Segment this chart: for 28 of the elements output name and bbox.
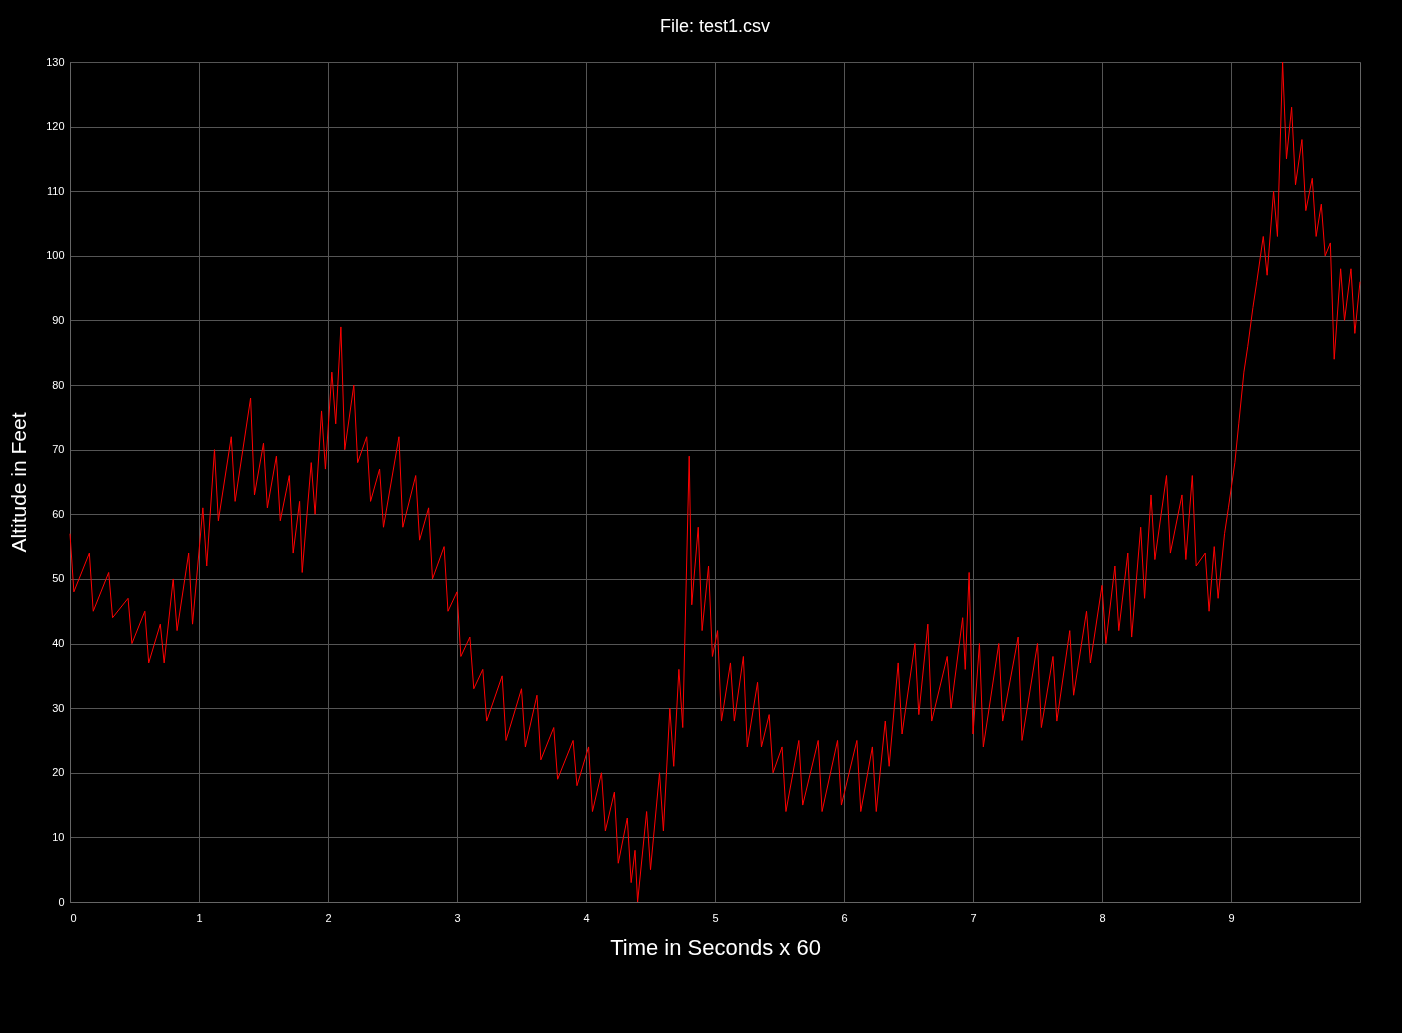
line-series: [69, 61, 1361, 903]
x-tick-label: 3: [454, 911, 461, 924]
y-tick-label: 120: [46, 120, 65, 133]
y-tick-label: 70: [52, 443, 65, 456]
x-tick-label: 9: [1228, 911, 1235, 924]
y-tick-label: 30: [52, 701, 65, 714]
x-tick-label: 5: [712, 911, 719, 924]
x-tick-label: 4: [583, 911, 590, 924]
y-tick-label: 20: [52, 766, 65, 779]
y-tick-label: 90: [52, 313, 65, 326]
y-tick-label: 110: [46, 184, 65, 197]
y-tick-label: 50: [52, 572, 65, 585]
x-tick-label: 0: [70, 911, 77, 924]
x-tick-label: 7: [970, 911, 977, 924]
x-axis-title: Time in Seconds x 60: [610, 934, 821, 960]
y-tick-label: 10: [52, 830, 65, 843]
x-tick-label: 6: [841, 911, 848, 924]
y-tick-label: 60: [52, 507, 65, 520]
y-tick-label: 0: [58, 895, 65, 908]
y-tick-label: 80: [52, 378, 65, 391]
x-tick-label: 1: [196, 911, 203, 924]
y-tick-label: 130: [46, 55, 65, 68]
y-axis-title: Altitude in Feet: [7, 412, 31, 553]
y-tick-label: 100: [46, 249, 65, 262]
chart-title: File: test1.csv: [659, 16, 771, 36]
y-tick-label: 40: [52, 637, 65, 650]
x-tick-label: 8: [1099, 911, 1106, 924]
x-tick-label: 2: [325, 911, 332, 924]
